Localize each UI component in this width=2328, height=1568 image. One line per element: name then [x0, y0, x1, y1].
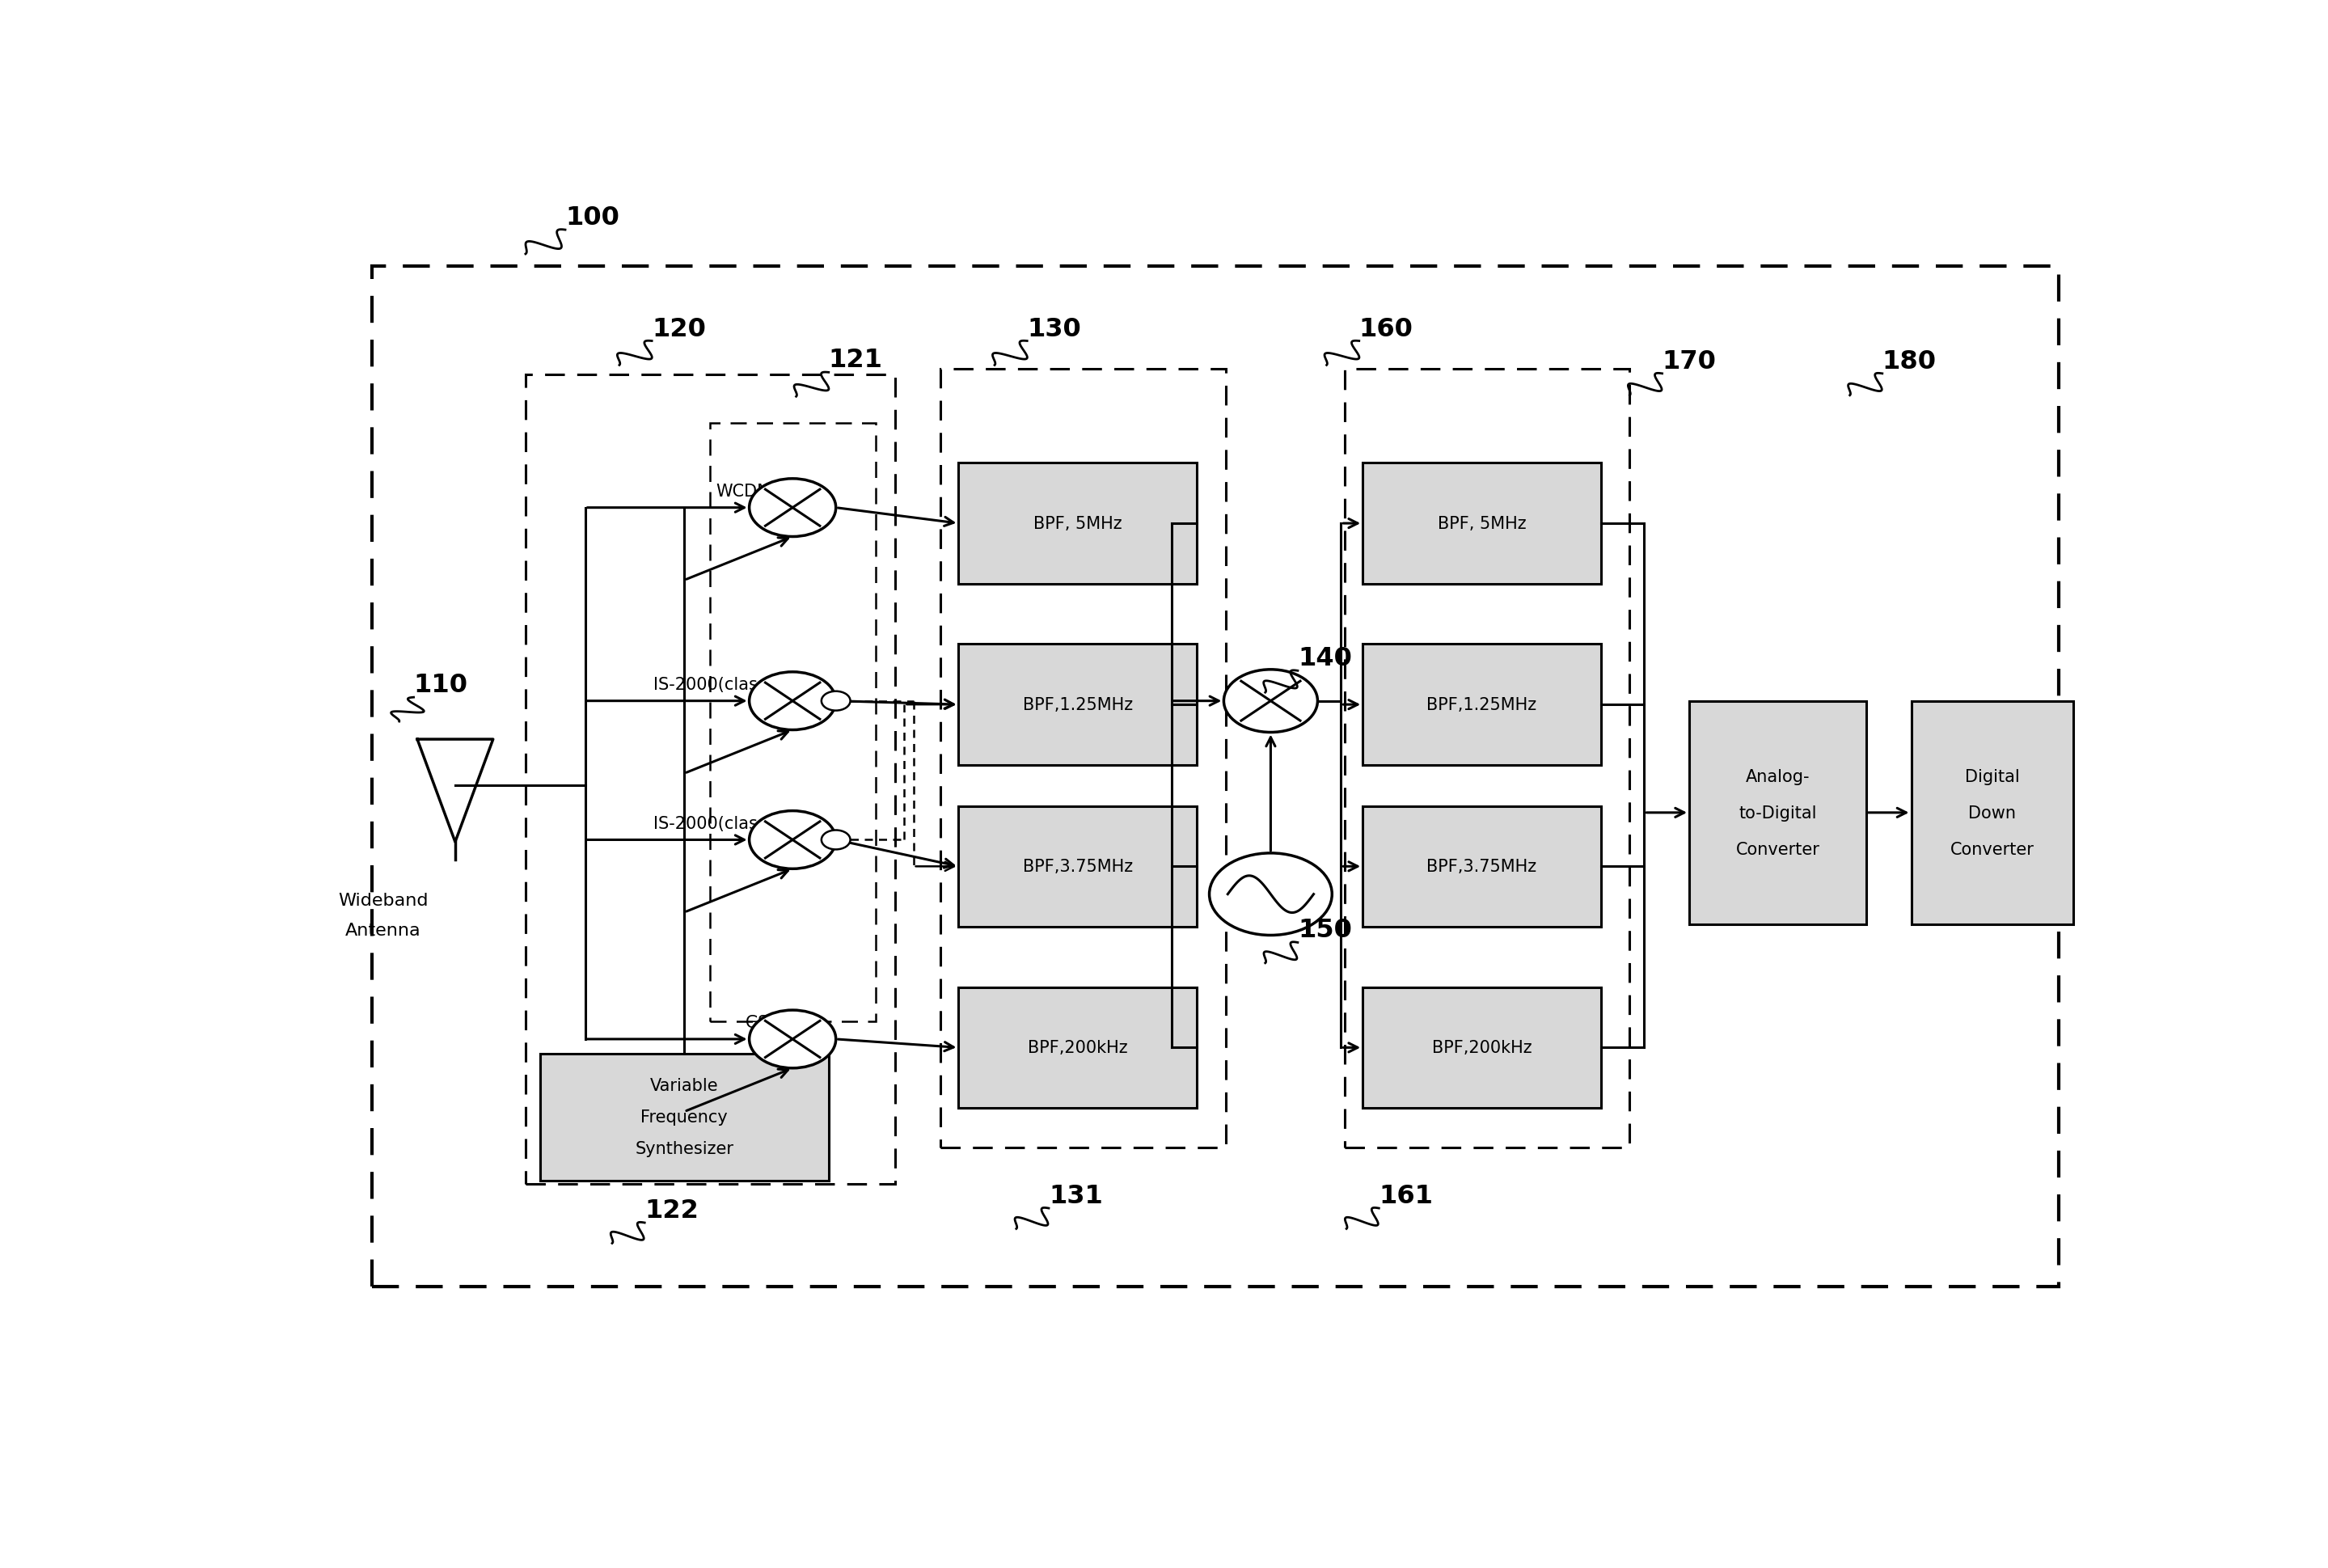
Bar: [372, 267, 2060, 1287]
Bar: [1362, 806, 1602, 927]
Text: IS-2000(class0): IS-2000(class0): [654, 677, 785, 693]
Text: 170: 170: [1662, 350, 1716, 375]
Bar: [941, 370, 1225, 1148]
Circle shape: [822, 831, 850, 850]
Text: Variable: Variable: [650, 1077, 719, 1094]
Text: 122: 122: [645, 1198, 698, 1223]
Text: BPF,3.75MHz: BPF,3.75MHz: [1427, 859, 1536, 875]
Bar: [1362, 988, 1602, 1109]
Text: Digital: Digital: [1965, 768, 2021, 786]
Text: to-Digital: to-Digital: [1739, 804, 1816, 822]
Text: Synthesizer: Synthesizer: [636, 1140, 733, 1157]
Text: WCDMA: WCDMA: [717, 483, 785, 500]
Text: 120: 120: [652, 317, 705, 342]
Text: BPF, 5MHz: BPF, 5MHz: [1034, 516, 1122, 532]
Text: 161: 161: [1378, 1184, 1434, 1209]
Text: 100: 100: [566, 205, 619, 230]
Text: 160: 160: [1360, 317, 1413, 342]
Bar: [1362, 644, 1602, 765]
Polygon shape: [417, 740, 494, 842]
Text: Wideband: Wideband: [338, 892, 428, 908]
Text: 131: 131: [1048, 1184, 1103, 1209]
Text: 121: 121: [829, 348, 882, 373]
Bar: [540, 1054, 829, 1181]
Circle shape: [750, 480, 836, 538]
Text: BPF,200kHz: BPF,200kHz: [1027, 1040, 1127, 1055]
Text: 180: 180: [1883, 350, 1937, 375]
Text: Analog-: Analog-: [1746, 768, 1809, 786]
Bar: [959, 644, 1197, 765]
Text: GSM: GSM: [745, 1014, 785, 1030]
Bar: [710, 423, 875, 1021]
Circle shape: [750, 1010, 836, 1068]
Circle shape: [1225, 670, 1318, 732]
Circle shape: [750, 811, 836, 869]
Bar: [1911, 701, 2074, 925]
Text: Antenna: Antenna: [345, 922, 421, 939]
Text: BPF,1.25MHz: BPF,1.25MHz: [1427, 696, 1536, 713]
Bar: [1690, 701, 1867, 925]
Bar: [959, 988, 1197, 1109]
Text: Down: Down: [1969, 804, 2016, 822]
Text: 130: 130: [1027, 317, 1080, 342]
Text: IS-2000(class1): IS-2000(class1): [654, 815, 785, 831]
Text: Frequency: Frequency: [640, 1109, 729, 1126]
Text: 150: 150: [1297, 917, 1353, 942]
Text: Converter: Converter: [1951, 840, 2035, 858]
Text: Converter: Converter: [1737, 840, 1820, 858]
Text: BPF,200kHz: BPF,200kHz: [1432, 1040, 1532, 1055]
Circle shape: [1208, 853, 1332, 936]
Circle shape: [750, 673, 836, 731]
Text: BPF,3.75MHz: BPF,3.75MHz: [1022, 859, 1134, 875]
Bar: [959, 464, 1197, 585]
Text: 110: 110: [414, 673, 468, 698]
Circle shape: [822, 691, 850, 710]
Bar: [959, 806, 1197, 927]
Text: BPF, 5MHz: BPF, 5MHz: [1436, 516, 1527, 532]
Bar: [526, 375, 896, 1184]
Bar: [1346, 370, 1630, 1148]
Text: BPF,1.25MHz: BPF,1.25MHz: [1022, 696, 1134, 713]
Bar: [1362, 464, 1602, 585]
Text: 140: 140: [1297, 646, 1353, 671]
